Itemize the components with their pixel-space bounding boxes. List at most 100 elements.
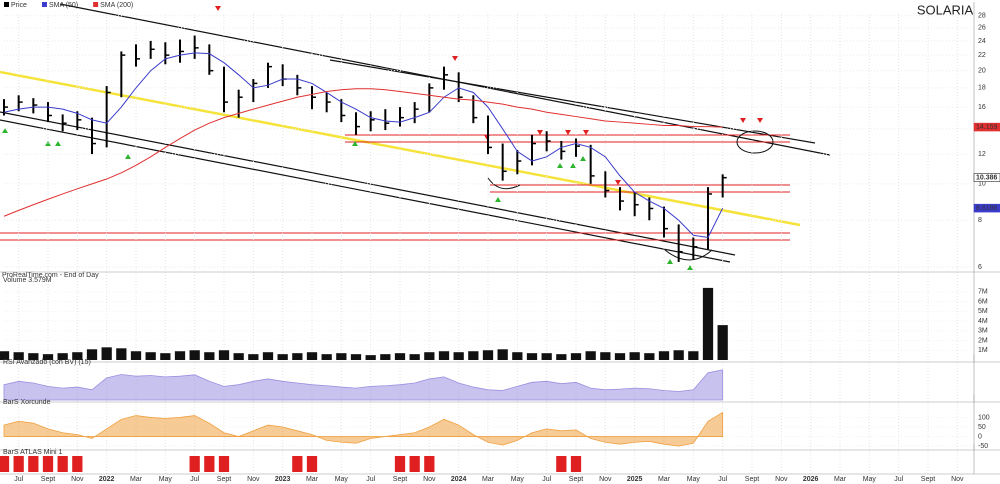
- bar: [306, 352, 318, 360]
- x-tick-label: Mar: [306, 476, 319, 483]
- x-tick-label: Jul: [542, 476, 551, 483]
- bar: [145, 352, 156, 360]
- bar: [512, 352, 523, 360]
- source-note: ProRealTime.com - End of Day: [2, 272, 99, 279]
- bar: [409, 354, 420, 360]
- bar: [292, 353, 303, 360]
- y-tick-label: -50: [978, 443, 988, 450]
- bar: [526, 353, 538, 360]
- bar: [57, 353, 68, 360]
- x-tick-label: 2025: [627, 476, 643, 483]
- x-tick-label: Nov: [951, 476, 964, 483]
- legend-label: SMA (200): [100, 2, 133, 9]
- y-tick-label: 24: [978, 38, 986, 45]
- x-tick-label: Sept: [745, 476, 759, 483]
- x-tick-label: 2023: [275, 476, 291, 483]
- legend-swatch: [93, 2, 99, 7]
- x-tick-label: Mar: [834, 476, 847, 483]
- panel-title: RSI Avanzado (con BV) (15): [3, 359, 91, 366]
- sell-arrow: [583, 130, 589, 135]
- buy-arrow: [580, 156, 586, 161]
- x-tick-label: Jul: [14, 476, 23, 483]
- sell-arrow: [452, 56, 458, 61]
- x-tick-label: Jul: [718, 476, 727, 483]
- bar: [629, 352, 640, 360]
- panel-title: Volume 3.579M: [3, 277, 52, 284]
- x-tick-label: May: [863, 476, 877, 483]
- panel-title: BarS Xorcunde: [3, 399, 51, 406]
- buy-arrow: [667, 259, 673, 264]
- sell-arrow: [757, 118, 763, 123]
- x-tick-label: Mar: [130, 476, 143, 483]
- arc: [487, 177, 521, 190]
- price-tag-label: 8.6186: [976, 205, 998, 212]
- series-line: [3, 88, 723, 217]
- bar: [306, 456, 318, 472]
- y-tick-label: 10: [978, 181, 986, 188]
- x-tick-label: May: [159, 476, 173, 483]
- series-line: [3, 52, 724, 239]
- y-tick-label: 4M: [978, 318, 988, 325]
- x-tick-label: Nov: [247, 476, 260, 483]
- channel-line: [0, 119, 731, 263]
- x-tick-label: 2024: [451, 476, 467, 483]
- bar: [424, 352, 435, 360]
- bar: [13, 456, 24, 472]
- x-tick-label: Nov: [71, 476, 84, 483]
- bar: [28, 456, 39, 472]
- y-tick-label: 6: [978, 264, 982, 271]
- legend-swatch: [4, 2, 9, 7]
- signal-arrows: [2, 6, 763, 270]
- bar: [688, 351, 699, 360]
- buy-arrow: [495, 197, 501, 202]
- price-tag-label: 10.386: [976, 175, 998, 182]
- bar: [497, 349, 508, 360]
- legend-label: Price: [11, 2, 27, 9]
- bar: [204, 352, 215, 360]
- y-tick-label: 8: [978, 217, 982, 224]
- bar: [0, 456, 10, 472]
- bar: [482, 350, 494, 360]
- sell-arrows: [215, 6, 763, 185]
- y-tick-label: 16: [978, 104, 986, 111]
- y-tick-label: 5M: [978, 308, 988, 315]
- bar: [57, 456, 68, 472]
- x-tick-label: Jul: [366, 476, 375, 483]
- x-tick-label: May: [687, 476, 701, 483]
- bar: [292, 456, 303, 472]
- y-tick-label: 3M: [978, 328, 988, 335]
- bar: [189, 350, 200, 360]
- bar: [424, 456, 435, 472]
- trend-line: [0, 70, 801, 227]
- bar: [189, 456, 200, 472]
- bar: [365, 355, 376, 360]
- bar: [42, 456, 54, 472]
- channel-line: [329, 59, 816, 144]
- y-tick-label: 1M: [978, 347, 988, 354]
- y-tick-label: 100: [978, 414, 990, 421]
- sell-arrow: [215, 6, 221, 11]
- bar: [218, 350, 230, 360]
- bar: [72, 352, 83, 360]
- legend-label: SMA (50): [49, 2, 78, 9]
- area: [3, 369, 724, 401]
- x-tick-label: Mar: [482, 476, 495, 483]
- bar: [233, 353, 244, 360]
- x-tick-label: Nov: [423, 476, 436, 483]
- bar: [218, 456, 230, 472]
- buy-arrows: [2, 128, 693, 270]
- area: [3, 411, 724, 447]
- buy-arrow: [570, 163, 576, 168]
- y-tick-label: 26: [978, 25, 986, 32]
- y-tick-label: 12: [978, 151, 986, 158]
- bar: [702, 287, 714, 360]
- sell-arrow: [615, 180, 621, 185]
- bar: [101, 347, 112, 360]
- y-tick-label: 0: [978, 433, 982, 440]
- bar: [409, 456, 420, 472]
- bar: [658, 351, 670, 360]
- price-tag-label: 14.159: [976, 124, 998, 131]
- buy-arrow: [125, 154, 131, 159]
- x-tick-label: Sept: [393, 476, 407, 483]
